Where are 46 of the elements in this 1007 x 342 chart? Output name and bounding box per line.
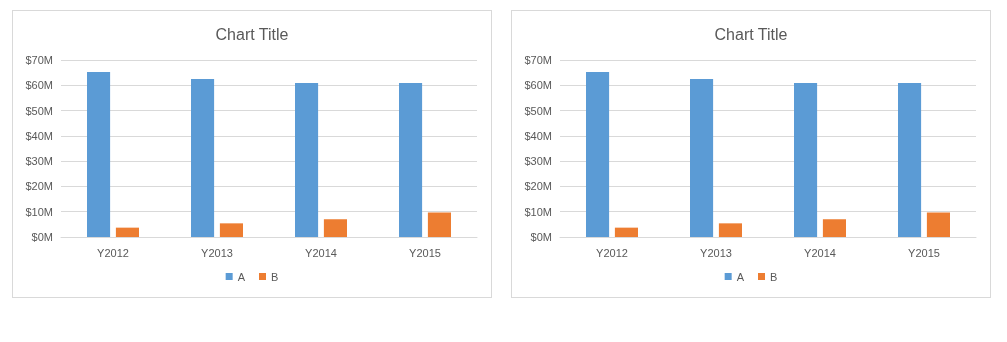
bar [295,83,319,237]
bar [87,71,111,237]
bar [115,227,139,237]
y-tick-label: $70M [524,54,552,66]
y-tick-label: $60M [25,79,53,92]
bar [926,212,950,237]
bar [718,223,742,237]
bar [794,83,818,237]
y-tick-label: $20M [524,180,552,193]
bar [323,219,347,237]
y-tick-label: $20M [25,180,53,193]
bar [191,78,215,237]
legend-label: B [271,270,279,283]
y-tick-label: $30M [25,155,53,168]
y-tick-label: $0M [530,231,552,243]
y-tick-label: $70M [25,54,53,66]
bar [690,78,714,237]
bar [219,223,243,237]
legend-label: B [770,270,778,283]
y-tick-label: $10M [524,205,552,218]
x-tick-label: Y2014 [804,246,836,259]
bar [427,212,451,237]
y-tick-label: $10M [25,205,53,218]
y-tick-label: $40M [25,129,53,142]
y-tick-label: $40M [524,129,552,142]
legend-label: A [237,270,246,283]
x-tick-label: Y2013 [700,246,732,259]
bar [586,71,610,237]
x-tick-label: Y2012 [97,246,129,259]
y-tick-label: $30M [524,155,552,168]
x-tick-label: Y2015 [409,246,441,259]
chart-title: Chart Title [215,25,289,43]
y-tick-label: $60M [524,79,552,92]
x-tick-label: Y2013 [201,246,233,259]
bar [898,83,922,237]
y-tick-label: $0M [31,231,53,243]
bar [614,227,638,237]
y-tick-label: $50M [524,104,552,117]
x-tick-label: Y2014 [305,246,337,259]
bar [822,219,846,237]
chart-title: Chart Title [714,25,788,43]
legend-label: A [736,270,745,283]
x-tick-label: Y2012 [596,246,628,259]
y-tick-label: $50M [25,104,53,117]
x-tick-label: Y2015 [908,246,940,259]
bar [399,83,423,237]
